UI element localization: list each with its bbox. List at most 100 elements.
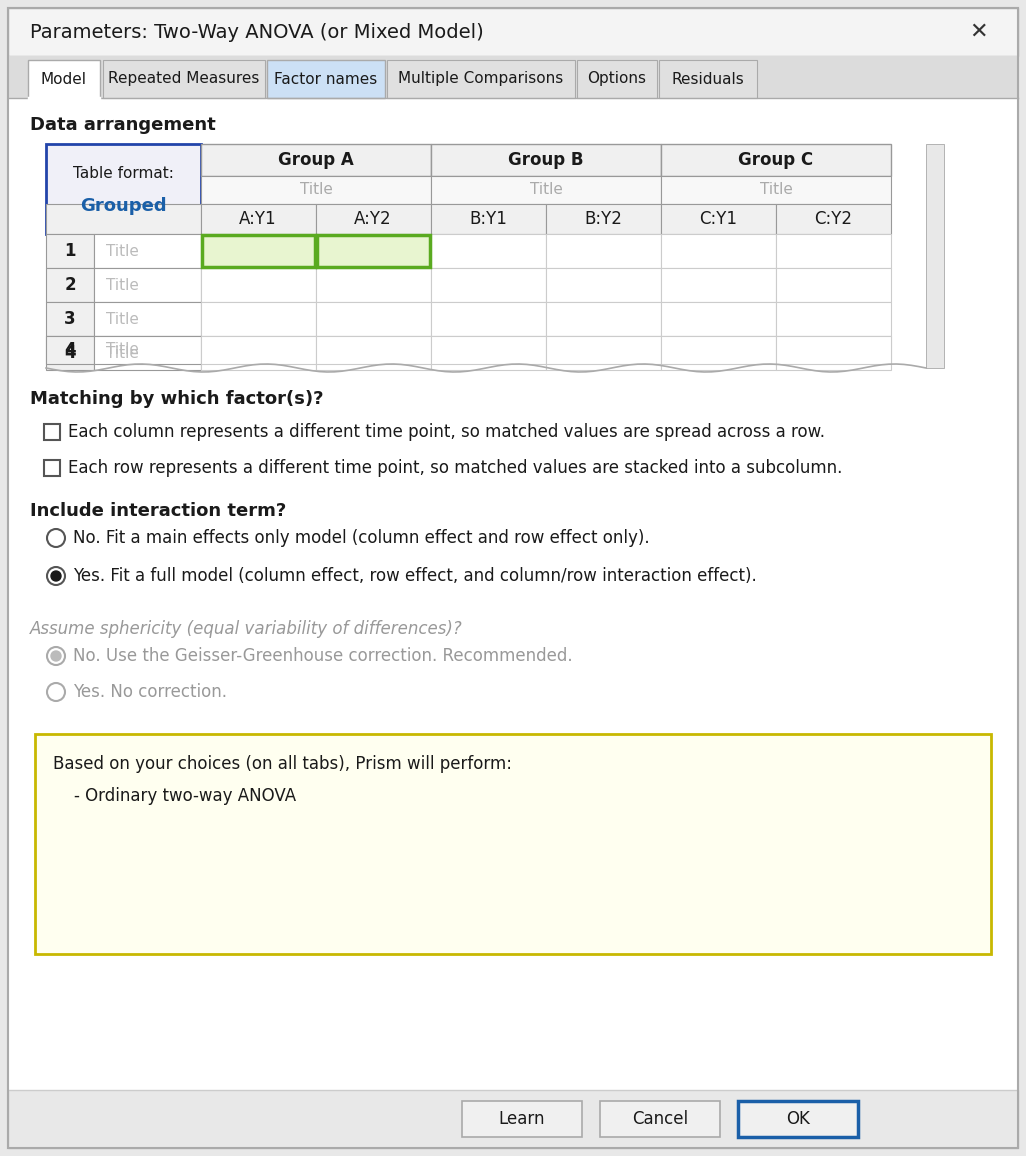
Bar (201, 144, 431, 176)
Bar (201, 336, 316, 364)
Bar (546, 336, 661, 364)
Bar (46, 302, 94, 336)
Text: No. Fit a main effects only model (column effect and row effect only).: No. Fit a main effects only model (colum… (73, 529, 649, 547)
Bar (44, 460, 60, 476)
Bar (546, 302, 661, 336)
Bar (661, 268, 776, 302)
Text: Model: Model (41, 72, 87, 87)
Bar (431, 234, 546, 268)
Text: Options: Options (588, 72, 646, 87)
Text: B:Y2: B:Y2 (584, 210, 622, 228)
Bar (316, 336, 431, 370)
Bar (661, 302, 776, 336)
Bar (316, 336, 431, 364)
Text: Title: Title (106, 244, 139, 259)
Bar (387, 60, 575, 98)
Bar (431, 176, 661, 203)
Text: 4: 4 (65, 344, 76, 362)
Text: Yes. No correction.: Yes. No correction. (73, 683, 227, 701)
Text: Each row represents a different time point, so matched values are stacked into a: Each row represents a different time poi… (68, 459, 842, 477)
Text: Repeated Measures: Repeated Measures (109, 72, 260, 87)
Circle shape (47, 647, 65, 665)
Text: Parameters: Two-Way ANOVA (or Mixed Model): Parameters: Two-Way ANOVA (or Mixed Mode… (30, 22, 483, 42)
Bar (546, 336, 661, 370)
Text: Factor names: Factor names (274, 72, 378, 87)
Text: Title: Title (106, 277, 139, 292)
Text: C:Y2: C:Y2 (814, 210, 852, 228)
Bar (201, 203, 316, 234)
Text: Title: Title (106, 311, 139, 326)
Text: Group A: Group A (278, 151, 354, 169)
Text: 3: 3 (65, 310, 76, 328)
Bar (267, 60, 385, 98)
Text: A:Y1: A:Y1 (239, 210, 277, 228)
Text: Data arrangement: Data arrangement (30, 116, 215, 134)
Bar (462, 1101, 582, 1138)
Text: Matching by which factor(s)?: Matching by which factor(s)? (30, 390, 323, 408)
Bar (659, 60, 757, 98)
Bar (600, 1101, 720, 1138)
Text: Each column represents a different time point, so matched values are spread acro: Each column represents a different time … (68, 423, 825, 440)
Bar (577, 60, 657, 98)
Text: Table format:: Table format: (73, 166, 173, 181)
Circle shape (47, 529, 65, 547)
Bar (776, 336, 891, 364)
Bar (46, 336, 94, 370)
Bar (431, 336, 546, 364)
Bar (94, 336, 201, 370)
Bar (431, 144, 661, 176)
Text: OK: OK (786, 1110, 810, 1128)
Text: Learn: Learn (499, 1110, 545, 1128)
Text: B:Y1: B:Y1 (469, 210, 507, 228)
Bar (8, 55, 1018, 98)
Text: Title: Title (300, 183, 332, 198)
Text: A:Y2: A:Y2 (354, 210, 392, 228)
Bar (8, 1090, 1018, 1148)
Bar (776, 336, 891, 370)
Text: Title: Title (529, 183, 562, 198)
Text: Assume sphericity (equal variability of differences)?: Assume sphericity (equal variability of … (30, 620, 463, 638)
Bar (661, 336, 776, 370)
Bar (776, 203, 891, 234)
Bar (317, 235, 430, 267)
Bar (46, 144, 201, 234)
Bar (926, 144, 944, 368)
Bar (201, 176, 431, 203)
Text: 2: 2 (65, 276, 76, 294)
Bar (661, 234, 776, 268)
Bar (202, 235, 315, 267)
Bar (431, 268, 546, 302)
Text: Group C: Group C (739, 151, 814, 169)
Bar (776, 234, 891, 268)
Bar (661, 336, 776, 364)
Bar (94, 302, 201, 336)
Bar (661, 176, 891, 203)
Text: ✕: ✕ (969, 22, 987, 42)
Bar (431, 336, 546, 370)
Bar (201, 302, 316, 336)
Text: Title: Title (106, 342, 139, 357)
Bar (28, 60, 100, 98)
Text: Based on your choices (on all tabs), Prism will perform:: Based on your choices (on all tabs), Pri… (53, 755, 512, 773)
Bar (661, 203, 776, 234)
Text: 4: 4 (65, 341, 76, 360)
Circle shape (51, 571, 61, 581)
Bar (316, 302, 431, 336)
Text: C:Y1: C:Y1 (699, 210, 737, 228)
Bar (776, 302, 891, 336)
Bar (46, 234, 94, 268)
Bar (546, 234, 661, 268)
Bar (431, 302, 546, 336)
Text: Residuals: Residuals (672, 72, 745, 87)
Bar (46, 268, 94, 302)
Circle shape (51, 651, 61, 661)
Text: Group B: Group B (508, 151, 584, 169)
Bar (316, 203, 431, 234)
Bar (201, 336, 316, 370)
Bar (44, 424, 60, 440)
Circle shape (47, 683, 65, 701)
Text: Yes. Fit a full model (column effect, row effect, and column/row interaction eff: Yes. Fit a full model (column effect, ro… (73, 566, 757, 585)
Text: Multiple Comparisons: Multiple Comparisons (398, 72, 563, 87)
Bar (661, 144, 891, 176)
Bar (94, 234, 201, 268)
